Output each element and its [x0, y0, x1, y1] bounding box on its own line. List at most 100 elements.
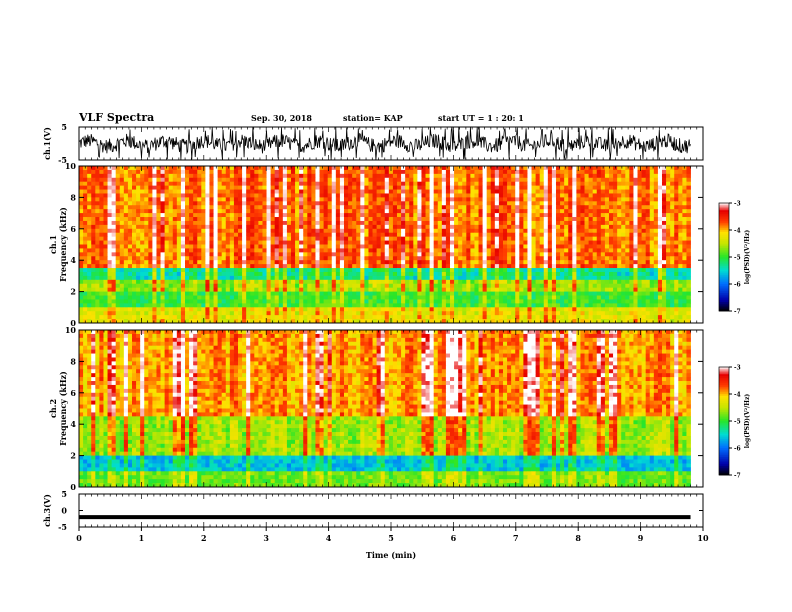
spectrum-cell	[225, 248, 231, 253]
spectrum-cell	[233, 166, 239, 171]
spectrum-cell	[633, 268, 638, 273]
spectrum-cell	[233, 201, 239, 206]
spectrum-cell	[539, 181, 545, 187]
spectrum-cell	[645, 185, 651, 190]
spectrum-cell	[189, 287, 194, 293]
spectrum-cell	[233, 173, 239, 179]
spectrum-cell	[99, 213, 104, 218]
spectrum-cell	[262, 228, 267, 234]
spectrum-cell	[572, 217, 577, 222]
spectrum-cell	[95, 217, 100, 222]
spectrum-cell	[278, 244, 284, 249]
spectrum-cell	[95, 220, 100, 226]
spectrum-cell	[225, 169, 231, 175]
spectrum-cell	[551, 260, 557, 265]
spectrum-cell	[213, 173, 219, 179]
spectrum-cell	[119, 213, 125, 218]
spectrum-cell	[645, 169, 651, 175]
spectrum-cell	[136, 224, 141, 230]
spectrum-cell	[633, 271, 638, 277]
spectrum-cell	[384, 256, 390, 261]
spectrum-cell	[319, 232, 325, 238]
spectrum-cell	[99, 185, 104, 190]
spectrum-cell	[156, 283, 161, 289]
spectrum-cell	[327, 224, 333, 230]
spectrum-cell	[79, 177, 84, 183]
spectrum-cell	[462, 224, 467, 230]
spectrum-cell	[641, 209, 647, 214]
spectrum-cell	[462, 177, 467, 183]
spectrum-cell	[388, 193, 394, 198]
spectrum-cell	[625, 217, 630, 222]
spectrum-cell	[608, 283, 614, 289]
spectrum-cell	[507, 268, 512, 273]
spectrum-cell	[535, 256, 541, 261]
spectrum-cell	[189, 224, 194, 230]
spectrum-cell	[649, 256, 655, 261]
spectrum-cell	[519, 205, 524, 210]
spectrum-cell	[213, 189, 219, 194]
spectrum-cell	[270, 189, 276, 194]
spectrum-cell	[560, 287, 565, 293]
spectrum-cell	[547, 275, 553, 281]
spectrum-cell	[295, 240, 300, 245]
spectrum-cell	[600, 220, 606, 226]
spectrum-cell	[185, 252, 190, 257]
spectrum-cell	[286, 166, 292, 171]
spectrum-cell	[649, 169, 655, 175]
spectrum-cell	[535, 185, 541, 190]
spectrum-cell	[360, 260, 365, 265]
spectrum-cell	[653, 260, 659, 265]
spectrum-cell	[278, 252, 284, 257]
spectrum-cell	[348, 248, 353, 253]
spectrum-cell	[229, 228, 235, 234]
spectrum-cell	[335, 268, 341, 273]
spectrum-cell	[213, 169, 219, 175]
spectrum-cell	[307, 197, 312, 202]
spectrum-cell	[478, 232, 484, 238]
spectrum-cell	[197, 279, 202, 285]
spectrum-cell	[368, 169, 373, 175]
spectrum-cell	[568, 236, 573, 241]
spectrum-cell	[213, 201, 219, 206]
spectrum-cell	[87, 244, 92, 249]
spectrum-cell	[462, 217, 467, 222]
spectrum-cell	[678, 275, 683, 281]
spectrum-cell	[437, 205, 443, 210]
spectrum-cell	[396, 217, 402, 222]
spectrum-cell	[209, 209, 214, 214]
spectrum-cell	[123, 240, 129, 245]
spectrum-cell	[136, 287, 141, 293]
spectrum-cell	[115, 287, 121, 293]
spectrum-cell	[360, 244, 365, 249]
spectrum-cell	[413, 209, 418, 214]
spectrum-cell	[99, 240, 104, 245]
spectrum-cell	[425, 181, 431, 187]
spectrum-cell	[348, 173, 353, 179]
spectrum-cell	[405, 256, 410, 261]
spectrum-cell	[621, 224, 626, 230]
spectrum-cell	[180, 240, 186, 245]
spectrum-cell	[564, 213, 569, 218]
spectrum-cell	[670, 240, 675, 245]
spectrum-cell	[107, 279, 113, 285]
spectrum-cell	[168, 275, 174, 281]
spectrum-cell	[193, 283, 198, 289]
spectrum-cell	[429, 260, 435, 265]
spectrum-cell	[152, 268, 157, 273]
spectrum-cell	[217, 173, 223, 179]
spectrum-cell	[445, 193, 451, 198]
spectrum-cell	[115, 185, 121, 190]
spectrum-cell	[168, 209, 174, 214]
spectrum-cell	[229, 264, 235, 269]
spectrum-cell	[523, 185, 528, 190]
spectrum-cell	[372, 177, 378, 183]
spectrum-cell	[388, 236, 394, 241]
spectrum-cell	[319, 209, 325, 214]
spectrum-cell	[576, 209, 581, 214]
spectrum-cell	[368, 275, 373, 281]
spectrum-cell	[87, 260, 92, 265]
spectrum-cell	[103, 244, 108, 249]
spectrum-cell	[466, 209, 471, 214]
spectrum-cell	[286, 287, 292, 293]
